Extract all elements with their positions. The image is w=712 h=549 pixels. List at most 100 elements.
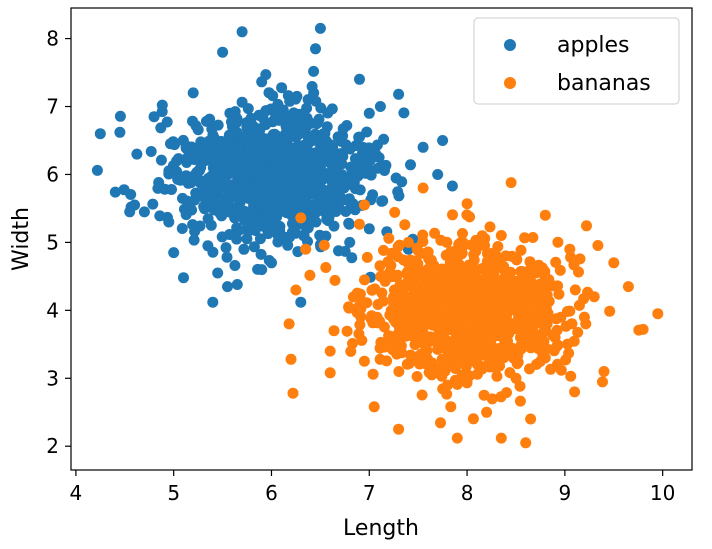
data-point-bananas: [367, 368, 379, 380]
data-point-apples: [231, 233, 243, 245]
data-point-apples: [260, 69, 272, 81]
data-point-bananas: [509, 278, 521, 290]
data-point-bananas: [295, 212, 307, 224]
data-point-bananas: [404, 316, 416, 327]
data-point-bananas: [526, 297, 538, 308]
data-point-apples: [271, 114, 283, 125]
data-point-apples: [314, 22, 326, 34]
data-point-bananas: [598, 366, 610, 377]
data-point-bananas: [414, 298, 426, 310]
data-point-apples: [205, 155, 217, 166]
data-point-apples: [255, 248, 267, 260]
data-point-bananas: [572, 326, 584, 338]
data-point-bananas: [496, 315, 508, 327]
data-point-apples: [197, 143, 209, 155]
data-point-apples: [214, 207, 226, 219]
x-tick-label: 10: [650, 481, 675, 505]
data-point-bananas: [445, 346, 457, 358]
data-point-bananas: [484, 221, 496, 233]
data-point-apples: [129, 199, 141, 211]
data-point-apples: [166, 184, 177, 195]
data-point-apples: [258, 165, 270, 177]
data-point-bananas: [457, 228, 468, 239]
data-point-bananas: [450, 322, 462, 334]
data-point-bananas: [564, 305, 576, 317]
data-point-apples: [232, 142, 244, 154]
data-point-apples: [241, 233, 253, 245]
data-point-bananas: [486, 343, 497, 355]
data-point-bananas: [358, 355, 370, 367]
legend-box: [473, 17, 680, 105]
data-point-bananas: [541, 313, 553, 325]
data-point-apples: [286, 208, 298, 220]
data-point-apples: [374, 101, 386, 112]
data-point-bananas: [543, 295, 555, 307]
data-point-bananas: [525, 413, 537, 425]
data-point-apples: [226, 127, 238, 139]
data-point-apples: [245, 112, 257, 124]
x-tick-label: 5: [167, 481, 180, 505]
data-point-bananas: [353, 328, 365, 340]
data-point-apples: [229, 260, 241, 271]
data-point-bananas: [382, 338, 393, 349]
data-point-apples: [145, 146, 157, 157]
data-point-apples: [432, 169, 444, 180]
data-point-bananas: [520, 437, 532, 449]
data-point-apples: [282, 239, 294, 251]
data-point-apples: [314, 229, 326, 241]
data-point-apples: [260, 193, 272, 205]
data-point-bananas: [466, 239, 477, 251]
data-point-bananas: [564, 243, 576, 255]
data-point-bananas: [405, 293, 417, 305]
data-point-bananas: [495, 230, 507, 241]
data-point-apples: [243, 184, 255, 196]
data-points: [91, 22, 664, 449]
data-point-bananas: [490, 362, 502, 374]
x-tick-label: 7: [363, 481, 376, 505]
data-point-apples: [291, 130, 303, 142]
data-point-apples: [310, 43, 321, 55]
data-point-apples: [212, 267, 224, 279]
data-point-bananas: [460, 273, 472, 285]
data-point-apples: [300, 139, 312, 151]
data-point-bananas: [622, 281, 634, 293]
data-point-bananas: [505, 349, 517, 361]
x-axis: 4 5 6 7 8 9 10: [70, 470, 675, 505]
data-point-bananas: [388, 313, 400, 325]
data-point-bananas: [285, 353, 297, 365]
data-point-bananas: [429, 227, 441, 239]
data-point-bananas: [419, 331, 431, 343]
data-point-bananas: [451, 378, 463, 390]
data-point-apples: [222, 281, 233, 293]
data-point-apples: [304, 152, 316, 164]
data-point-apples: [313, 113, 325, 125]
data-point-bananas: [354, 319, 366, 331]
data-point-apples: [295, 296, 307, 308]
data-point-bananas: [581, 220, 592, 232]
data-point-bananas: [486, 393, 498, 405]
data-point-apples: [179, 203, 190, 215]
data-point-apples: [339, 245, 351, 257]
data-point-apples: [94, 128, 106, 140]
x-axis-label: Length: [343, 516, 419, 541]
data-point-bananas: [524, 363, 535, 375]
x-tick-label: 8: [461, 481, 474, 505]
data-point-bananas: [389, 206, 401, 218]
data-point-bananas: [501, 289, 513, 301]
data-point-apples: [187, 87, 199, 99]
data-point-apples: [365, 165, 377, 177]
data-point-apples: [189, 226, 201, 237]
data-point-bananas: [450, 336, 462, 348]
data-point-apples: [393, 88, 405, 100]
data-point-apples: [244, 140, 256, 152]
legend-marker-bananas: [504, 77, 516, 89]
y-tick-label: 6: [46, 162, 59, 186]
data-point-bananas: [569, 386, 581, 398]
data-point-apples: [246, 194, 258, 206]
data-point-bananas: [529, 318, 541, 330]
data-point-apples: [323, 212, 335, 224]
data-point-bananas: [385, 260, 397, 271]
data-point-bananas: [478, 389, 490, 401]
data-point-apples: [259, 117, 271, 129]
